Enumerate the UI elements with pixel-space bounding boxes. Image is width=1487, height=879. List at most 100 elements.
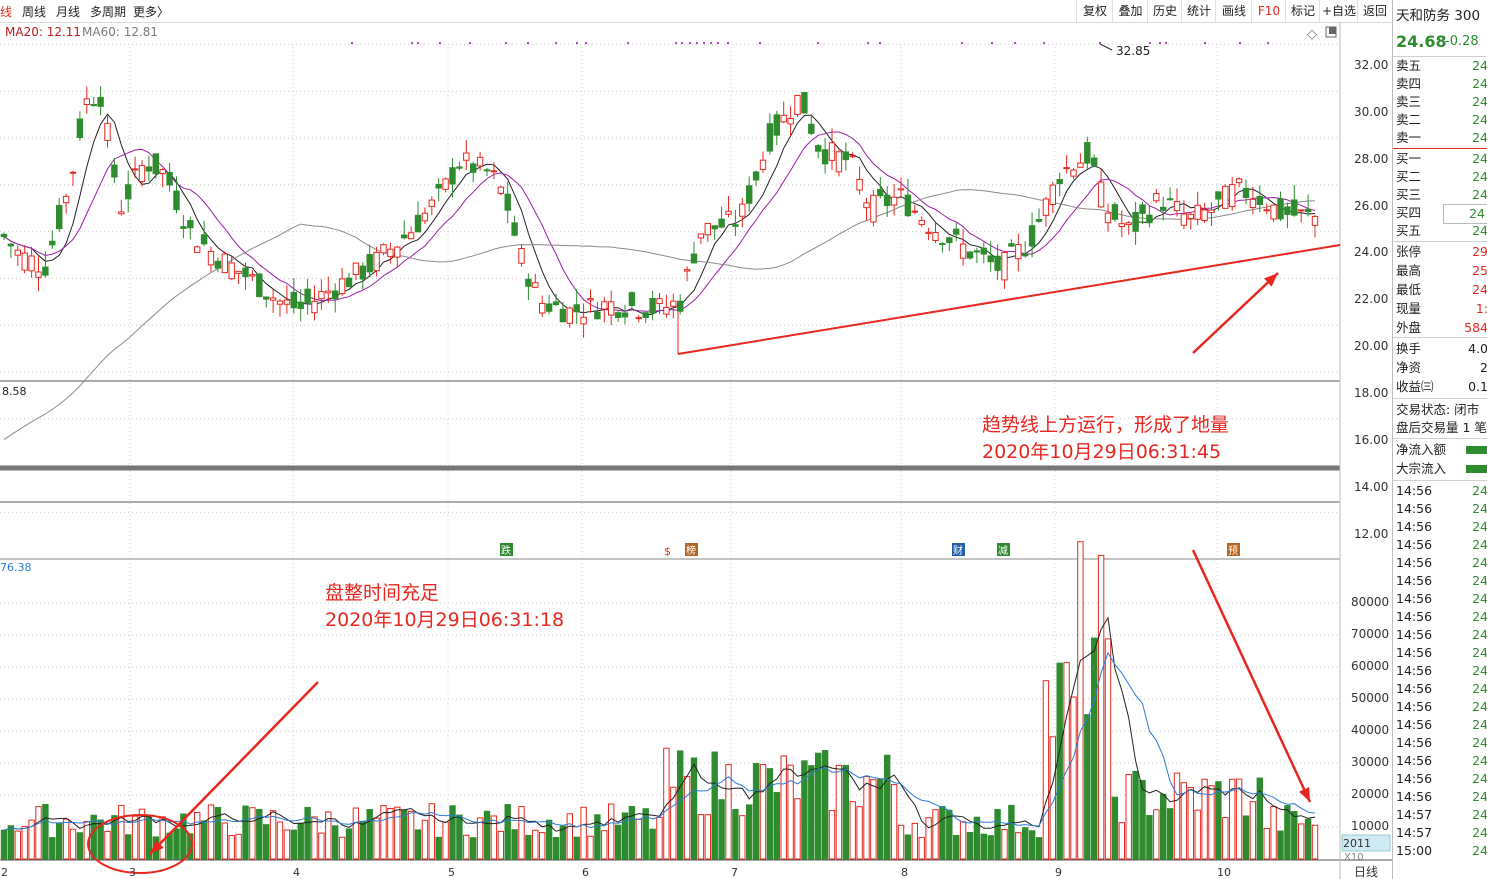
statistics-button[interactable]: 统计: [1181, 0, 1216, 22]
volume-bar: [1208, 785, 1215, 860]
consolidation-annotation-line2: 2020年10月29日06:31:18: [325, 609, 565, 631]
price-tick-label: 28.00: [1354, 152, 1388, 166]
volume-bar: [352, 807, 360, 860]
price-tick-label: 18.00: [1354, 386, 1388, 400]
back-button[interactable]: 返回: [1357, 0, 1392, 22]
price-tick-label: 20.00: [1354, 339, 1388, 353]
candle-body: [925, 231, 932, 234]
volume-bar: [1222, 817, 1229, 860]
kline-chart[interactable]: MA20: 12.11 MA60: 12.81 ◇ 32.85 8.58 76.…: [0, 22, 1392, 879]
event-marker-list: 榜: [686, 544, 696, 557]
event-dot: [584, 41, 588, 45]
candle-body: [221, 253, 229, 274]
volume-bar: [1201, 778, 1208, 860]
event-dot: [504, 41, 508, 45]
volume-bar: [311, 816, 318, 860]
candle-body: [497, 186, 505, 194]
tab-monthly[interactable]: 月线: [56, 5, 81, 19]
f10-button[interactable]: F10: [1251, 0, 1286, 22]
volume-bar: [966, 832, 974, 860]
volume-bar: [1015, 832, 1022, 860]
candle-body: [131, 168, 139, 171]
volume-bar: [1049, 736, 1056, 860]
volume-bar: [953, 835, 960, 860]
candle-body: [677, 300, 684, 312]
tab-more[interactable]: 更多〉: [133, 5, 170, 19]
volume-bar: [1084, 714, 1091, 860]
overlay-button[interactable]: 叠加: [1112, 0, 1148, 22]
volume-bar: [1022, 827, 1029, 860]
volume-bar: [1298, 823, 1305, 860]
volume-tick-label: 70000: [1351, 627, 1389, 641]
tick-row: 14:56 24: [1396, 717, 1487, 732]
price-change: -0.28: [1445, 34, 1479, 49]
moving-averages: [3, 113, 1316, 440]
volume-bar: [125, 834, 132, 860]
tab-multi-period[interactable]: 多周期: [90, 5, 127, 19]
restore-rights-button[interactable]: 复权: [1076, 0, 1113, 22]
volume-bar: [304, 806, 311, 860]
volume-bar: [849, 801, 856, 860]
draw-line-button[interactable]: 画线: [1215, 0, 1252, 22]
volume-bar: [1063, 662, 1070, 860]
tab-weekly[interactable]: 周线: [22, 5, 47, 19]
volume-bar: [1311, 824, 1319, 860]
candle-body: [1270, 204, 1277, 220]
volume-bar: [338, 836, 346, 860]
candle-body: [173, 190, 180, 211]
candle-body: [959, 243, 967, 259]
volume-bar: [256, 808, 263, 860]
volume-bar: [752, 763, 760, 860]
net-inflow-bar: [1466, 446, 1487, 454]
candle-body: [1084, 142, 1091, 164]
volume-bar: [746, 804, 753, 860]
candle-body: [518, 248, 525, 264]
volume-bar: [421, 819, 429, 860]
candle-body: [449, 167, 456, 185]
candle-body: [125, 184, 132, 200]
ma60-legend: MA60: 12.81: [82, 25, 158, 39]
ask-row: 卖三 24: [1396, 94, 1487, 109]
price-tick-label: 32.00: [1354, 58, 1388, 72]
candle-body: [808, 123, 815, 134]
ask-row: 卖一 24: [1396, 130, 1487, 145]
add-watchlist-button[interactable]: +自选: [1319, 0, 1358, 22]
event-dot: [350, 41, 354, 45]
tab-daily[interactable]: 线: [0, 5, 13, 19]
date-tick-label: 2: [1, 866, 8, 879]
volume-bar: [1146, 815, 1153, 860]
ma20-legend: MA20: 12.11: [5, 25, 81, 39]
volume-bar: [773, 792, 780, 860]
candle-body: [566, 307, 573, 324]
candle-body: [380, 244, 387, 254]
stat-row: 最低 24: [1396, 282, 1487, 297]
diamond-icon[interactable]: ◇: [1307, 27, 1317, 42]
candle-body: [83, 98, 90, 105]
event-marker-box: [952, 543, 965, 556]
volume-bar: [332, 825, 339, 860]
candle-body: [1139, 204, 1146, 214]
volume-bar: [697, 814, 705, 860]
candle-body: [815, 145, 822, 152]
mark-button[interactable]: 标记: [1285, 0, 1320, 22]
tick-row: 14:56 24: [1396, 735, 1487, 750]
candle-body: [504, 193, 511, 211]
volume-tick-label: 40000: [1351, 723, 1389, 737]
candle-body: [1229, 184, 1236, 208]
volume-bar: [394, 806, 401, 860]
candle-body: [428, 199, 436, 207]
history-button[interactable]: 历史: [1147, 0, 1182, 22]
candle-body: [1153, 193, 1160, 202]
volume-bar: [249, 807, 256, 860]
volume-bar: [683, 776, 691, 860]
volume-bar: [387, 807, 394, 860]
volume-bar: [656, 816, 663, 860]
candle-body: [1235, 178, 1243, 184]
volume-bar: [214, 807, 222, 860]
period-label[interactable]: 日线: [1354, 865, 1378, 879]
price-tick-label: 12.00: [1354, 527, 1388, 541]
date-tick-label: 7: [731, 866, 738, 879]
trend-annotation: 趋势线上方运行，形成了地量 2020年10月29日06:31:45: [982, 412, 1229, 466]
candle-body: [1208, 209, 1215, 214]
volume-value-box: [1341, 834, 1391, 852]
